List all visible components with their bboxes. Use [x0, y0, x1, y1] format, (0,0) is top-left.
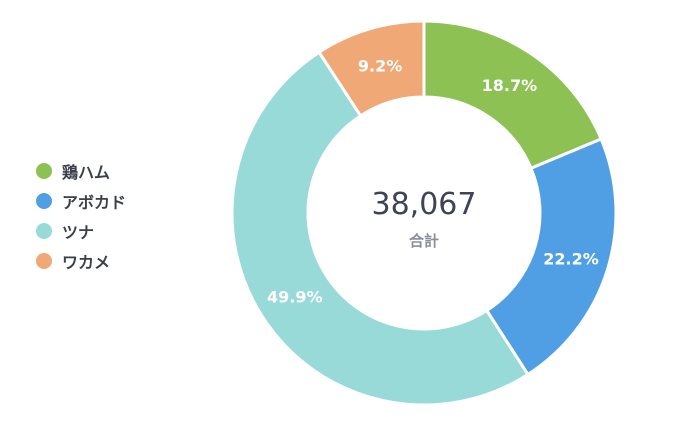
legend-label: ツナ: [62, 223, 95, 242]
center-caption: 合計: [408, 232, 439, 250]
donut-slices: [230, 19, 618, 407]
legend-swatch: [36, 253, 52, 269]
legend-item[interactable]: ワカメ: [36, 246, 126, 276]
center-total: 38,067: [372, 187, 477, 222]
slice-wakame[interactable]: [317, 19, 426, 118]
legend-item[interactable]: 鶏ハム: [36, 156, 126, 186]
legend-swatch: [36, 163, 52, 179]
slice-avocado[interactable]: [485, 137, 618, 376]
legend-label: ワカメ: [62, 253, 111, 272]
legend-item[interactable]: アボカド: [36, 186, 126, 216]
legend-label: アボカド: [62, 193, 127, 212]
legend: 鶏ハム アボカド ツナ ワカメ: [36, 156, 126, 276]
slice-label-chicken-ham: 18.7%: [482, 76, 538, 95]
slice-label-tuna: 49.9%: [267, 288, 323, 307]
legend-item[interactable]: ツナ: [36, 216, 126, 246]
legend-swatch: [36, 223, 52, 239]
legend-swatch: [36, 193, 52, 209]
slice-label-wakame: 9.2%: [358, 56, 402, 75]
slice-label-avocado: 22.2%: [543, 250, 599, 269]
legend-label: 鶏ハム: [62, 163, 111, 182]
slice-labels: 18.7% 22.2% 49.9% 9.2%: [267, 56, 599, 306]
slice-tuna[interactable]: [230, 50, 530, 407]
